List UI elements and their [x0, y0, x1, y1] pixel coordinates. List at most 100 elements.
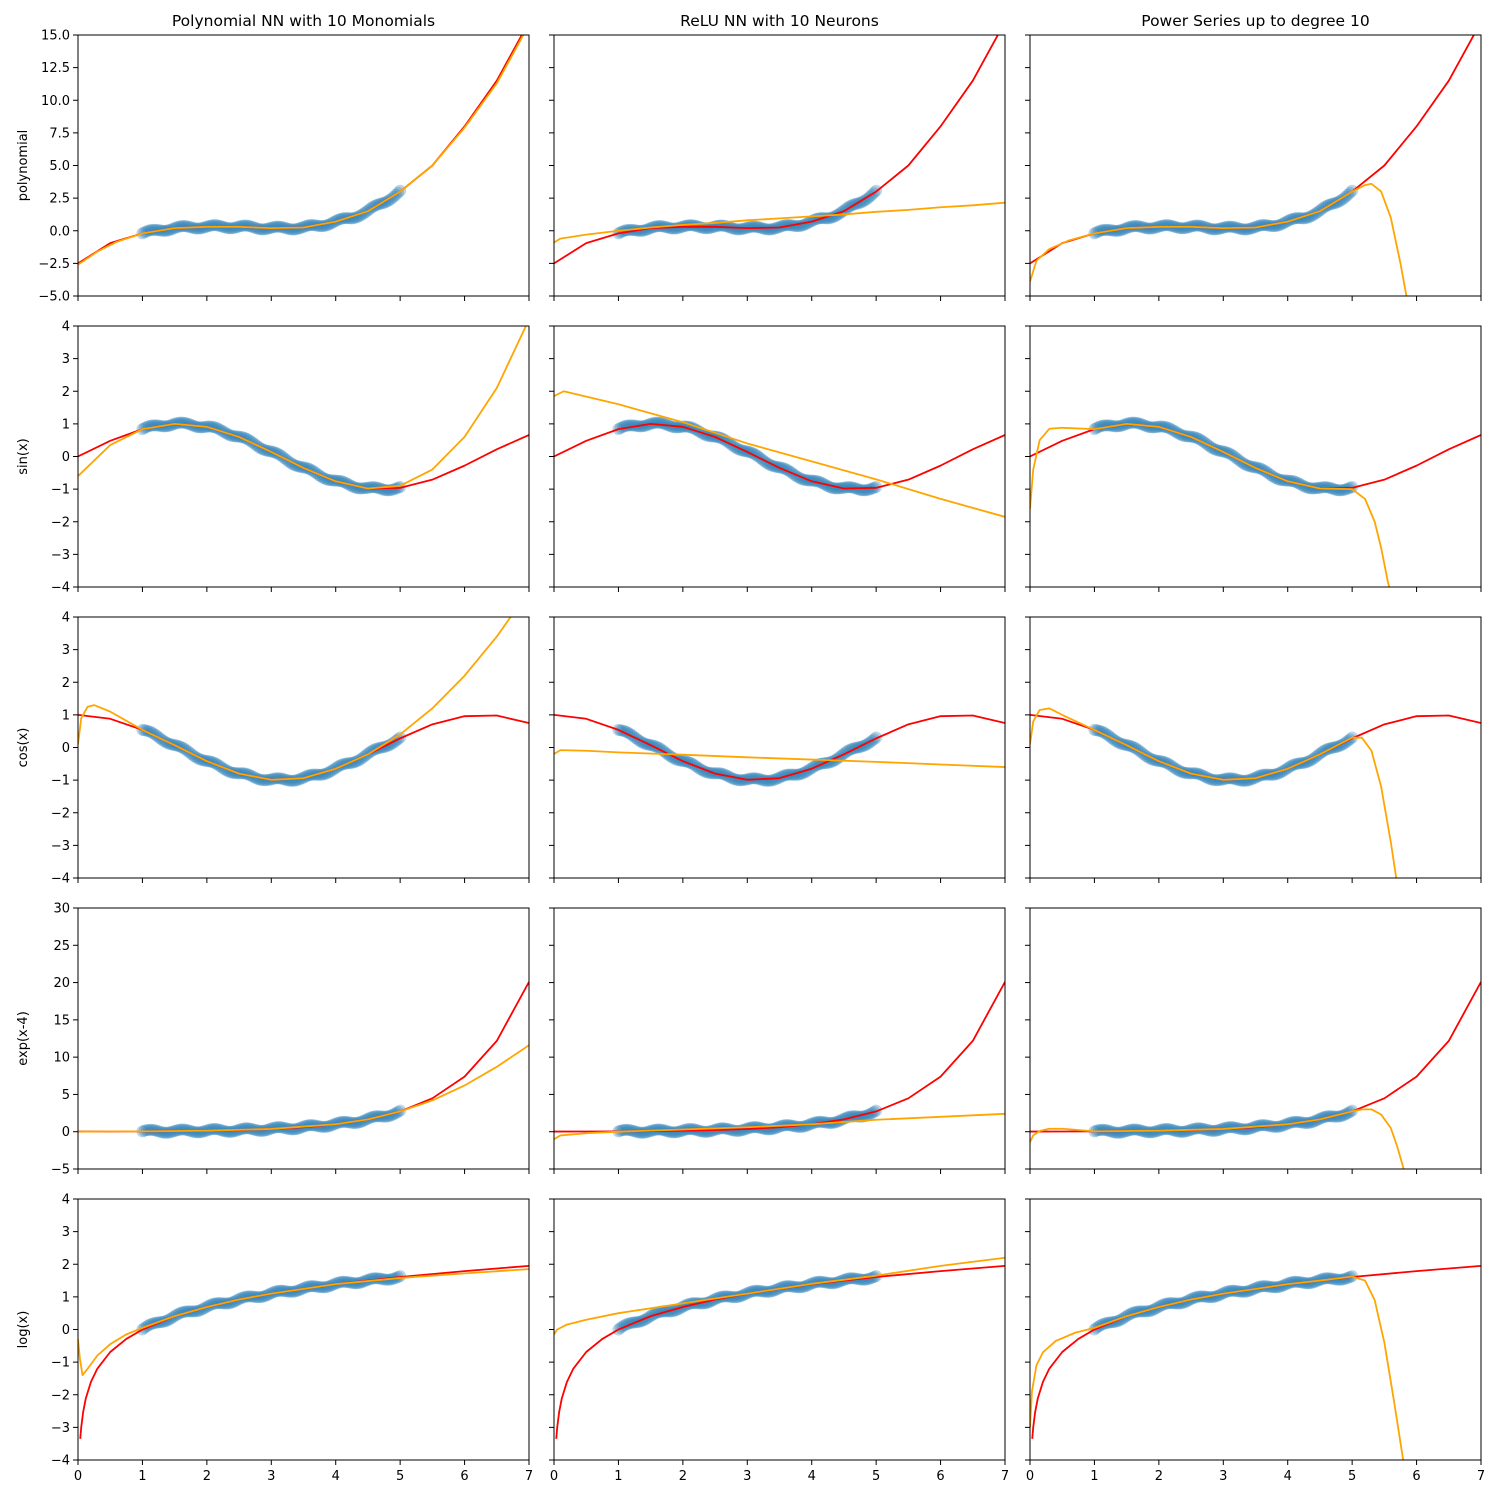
data-point	[157, 1126, 170, 1139]
data-point	[1210, 223, 1223, 236]
data-point	[256, 223, 269, 236]
data-point	[331, 1276, 344, 1289]
plot-area	[1030, 1264, 1481, 1460]
data-point	[211, 219, 224, 232]
data-point	[1129, 1123, 1142, 1136]
y-tick-label: −2.5	[38, 257, 70, 272]
axes-frame	[553, 325, 1006, 588]
data-point	[814, 1275, 827, 1288]
y-tick-label: 2	[62, 676, 70, 691]
data-point	[749, 772, 762, 785]
y-tick-label: 0.0	[49, 224, 70, 239]
data-point	[621, 1123, 634, 1136]
data-point	[713, 767, 726, 780]
data-point	[1195, 1290, 1208, 1303]
data-point	[668, 421, 681, 434]
data-point	[207, 1123, 220, 1136]
data-point	[627, 419, 640, 432]
data-point	[256, 1124, 269, 1137]
data-point	[1178, 222, 1191, 235]
data-point	[220, 1125, 233, 1138]
data-point	[788, 219, 801, 232]
plot-area	[1030, 981, 1481, 1169]
data-point	[788, 768, 801, 781]
data-point	[769, 773, 782, 786]
data-point	[1124, 1123, 1137, 1136]
data-point	[1112, 1126, 1125, 1139]
axes-frame	[77, 325, 530, 588]
data-point	[172, 220, 185, 233]
data-point	[338, 1275, 351, 1288]
plot-area	[78, 617, 529, 787]
data-point	[1316, 481, 1329, 494]
data-point	[814, 476, 827, 489]
data-point	[235, 220, 248, 232]
y-tick-label: −2	[51, 1388, 70, 1403]
data-point	[190, 222, 203, 235]
data-point	[192, 1126, 205, 1139]
data-point	[172, 416, 185, 429]
data-point	[1148, 221, 1161, 234]
data-point	[288, 223, 301, 236]
data-point	[226, 1296, 239, 1309]
data-point	[1331, 484, 1344, 497]
axes-frame	[553, 616, 1006, 879]
data-point	[846, 1110, 859, 1123]
data-point	[616, 1124, 629, 1137]
data-point	[355, 482, 368, 495]
y-tick-label: 5.0	[49, 159, 70, 174]
data-point	[1112, 420, 1125, 433]
data-point	[1174, 222, 1187, 235]
data-point	[633, 1126, 646, 1139]
data-point	[1255, 1119, 1268, 1132]
y-tick-label: 12.5	[41, 61, 70, 76]
x-tick-label: 0	[1026, 1469, 1034, 1484]
data-point	[756, 773, 769, 786]
data-point	[1210, 1290, 1223, 1303]
x-tick-label: 4	[808, 1469, 816, 1484]
data-point	[241, 768, 254, 781]
data-point	[1253, 219, 1266, 232]
data-point	[1172, 1125, 1185, 1138]
data-point	[1157, 219, 1170, 232]
data-point	[663, 1125, 676, 1138]
data-point	[1159, 219, 1172, 232]
data-point	[775, 220, 788, 233]
data-point	[372, 1272, 385, 1285]
data-point	[1318, 481, 1331, 494]
data-point	[269, 220, 282, 233]
data-point	[254, 1291, 267, 1304]
data-point	[181, 1305, 194, 1318]
data-point	[687, 1297, 700, 1310]
data-point	[852, 483, 865, 496]
x-tick-label: 6	[936, 1469, 944, 1484]
data-point	[241, 1290, 254, 1303]
data-point	[1144, 421, 1157, 434]
data-point	[715, 767, 728, 780]
data-point	[306, 768, 319, 781]
data-point	[1236, 223, 1249, 236]
data-point	[291, 774, 304, 787]
plot-area	[554, 713, 1005, 787]
y-tick-label: 4	[62, 1193, 70, 1208]
y-tick-label: −1	[51, 1356, 70, 1371]
data-point	[187, 1125, 200, 1138]
data-point	[863, 1108, 876, 1121]
data-point	[162, 419, 175, 432]
data-point	[782, 768, 795, 781]
data-point	[1236, 774, 1249, 787]
data-point	[164, 1126, 177, 1139]
data-point	[1114, 419, 1127, 432]
data-point	[1195, 1122, 1208, 1135]
y-tick-label: −4	[51, 1454, 70, 1469]
data-point	[810, 1276, 823, 1289]
fit-line	[78, 617, 512, 781]
data-point	[1208, 223, 1221, 236]
data-point	[220, 221, 233, 234]
data-point	[282, 774, 295, 787]
y-tick-label: −3	[51, 839, 70, 854]
data-point	[670, 421, 683, 434]
subplot	[1025, 325, 1482, 592]
data-point	[762, 223, 775, 236]
data-point	[1133, 417, 1146, 430]
